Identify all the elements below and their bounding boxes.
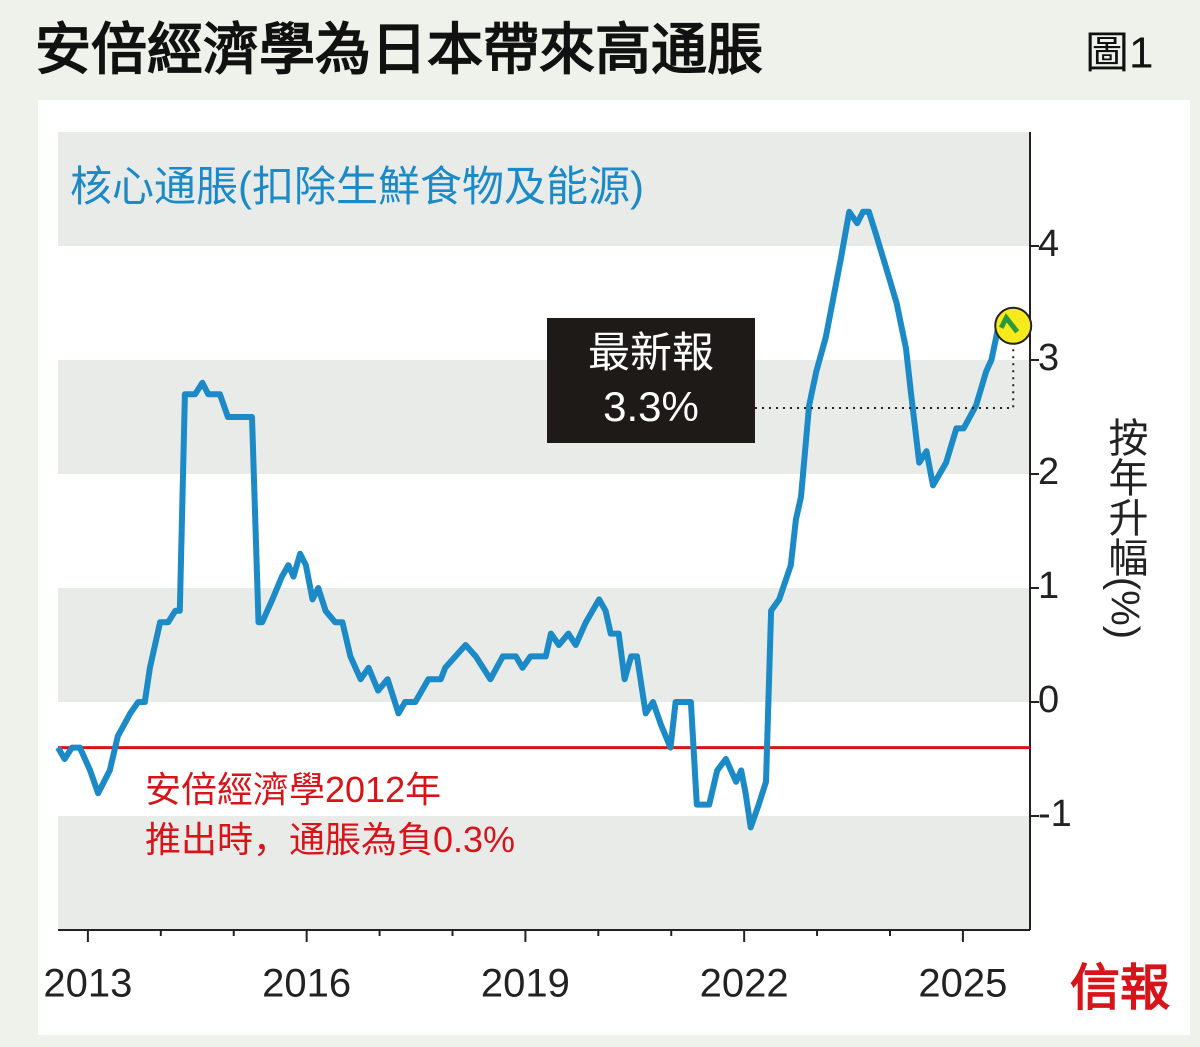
reference-label: 推出時，通脹為負0.3%	[145, 819, 515, 860]
x-tick-label: 2016	[262, 962, 351, 1006]
x-tick-label: 2025	[918, 962, 1007, 1006]
grid-band	[58, 132, 1030, 246]
grid-band	[58, 816, 1030, 930]
y-tick-label: 2	[1038, 451, 1059, 493]
y-tick-label: -1	[1038, 793, 1072, 835]
source-logo: 信報	[1070, 958, 1170, 1017]
grid-band	[58, 588, 1030, 702]
y-tick-label: 0	[1038, 679, 1059, 721]
callout-box	[547, 318, 755, 443]
line	[55, 208, 1016, 831]
y-tick-label: 4	[1038, 223, 1059, 265]
x-tick-label: 2022	[700, 962, 789, 1006]
latest-arrow	[998, 313, 1020, 334]
figure-label: 圖1	[1085, 29, 1153, 78]
callout-value: 3.3%	[603, 383, 699, 430]
reference-label: 安倍經濟學2012年	[145, 769, 441, 810]
plot-area	[58, 132, 1030, 930]
callout-title: 最新報	[588, 329, 714, 376]
plot-background	[58, 132, 1030, 930]
grid-band	[58, 360, 1030, 474]
chart-title: 安倍經濟學為日本帶來高通脹	[35, 18, 763, 81]
y-tick-label: 3	[1038, 337, 1059, 379]
series-label: 核心通脹(扣除生鮮食物及能源)	[70, 163, 644, 210]
x-tick-label: 2019	[481, 962, 570, 1006]
x-tick-label: 2013	[43, 962, 132, 1006]
y-tick-label: 1	[1038, 565, 1059, 607]
y-axis-label: 按年升幅(%)	[1102, 417, 1147, 639]
